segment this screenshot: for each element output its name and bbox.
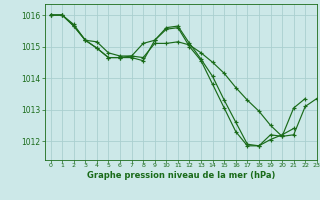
X-axis label: Graphe pression niveau de la mer (hPa): Graphe pression niveau de la mer (hPa): [87, 171, 275, 180]
